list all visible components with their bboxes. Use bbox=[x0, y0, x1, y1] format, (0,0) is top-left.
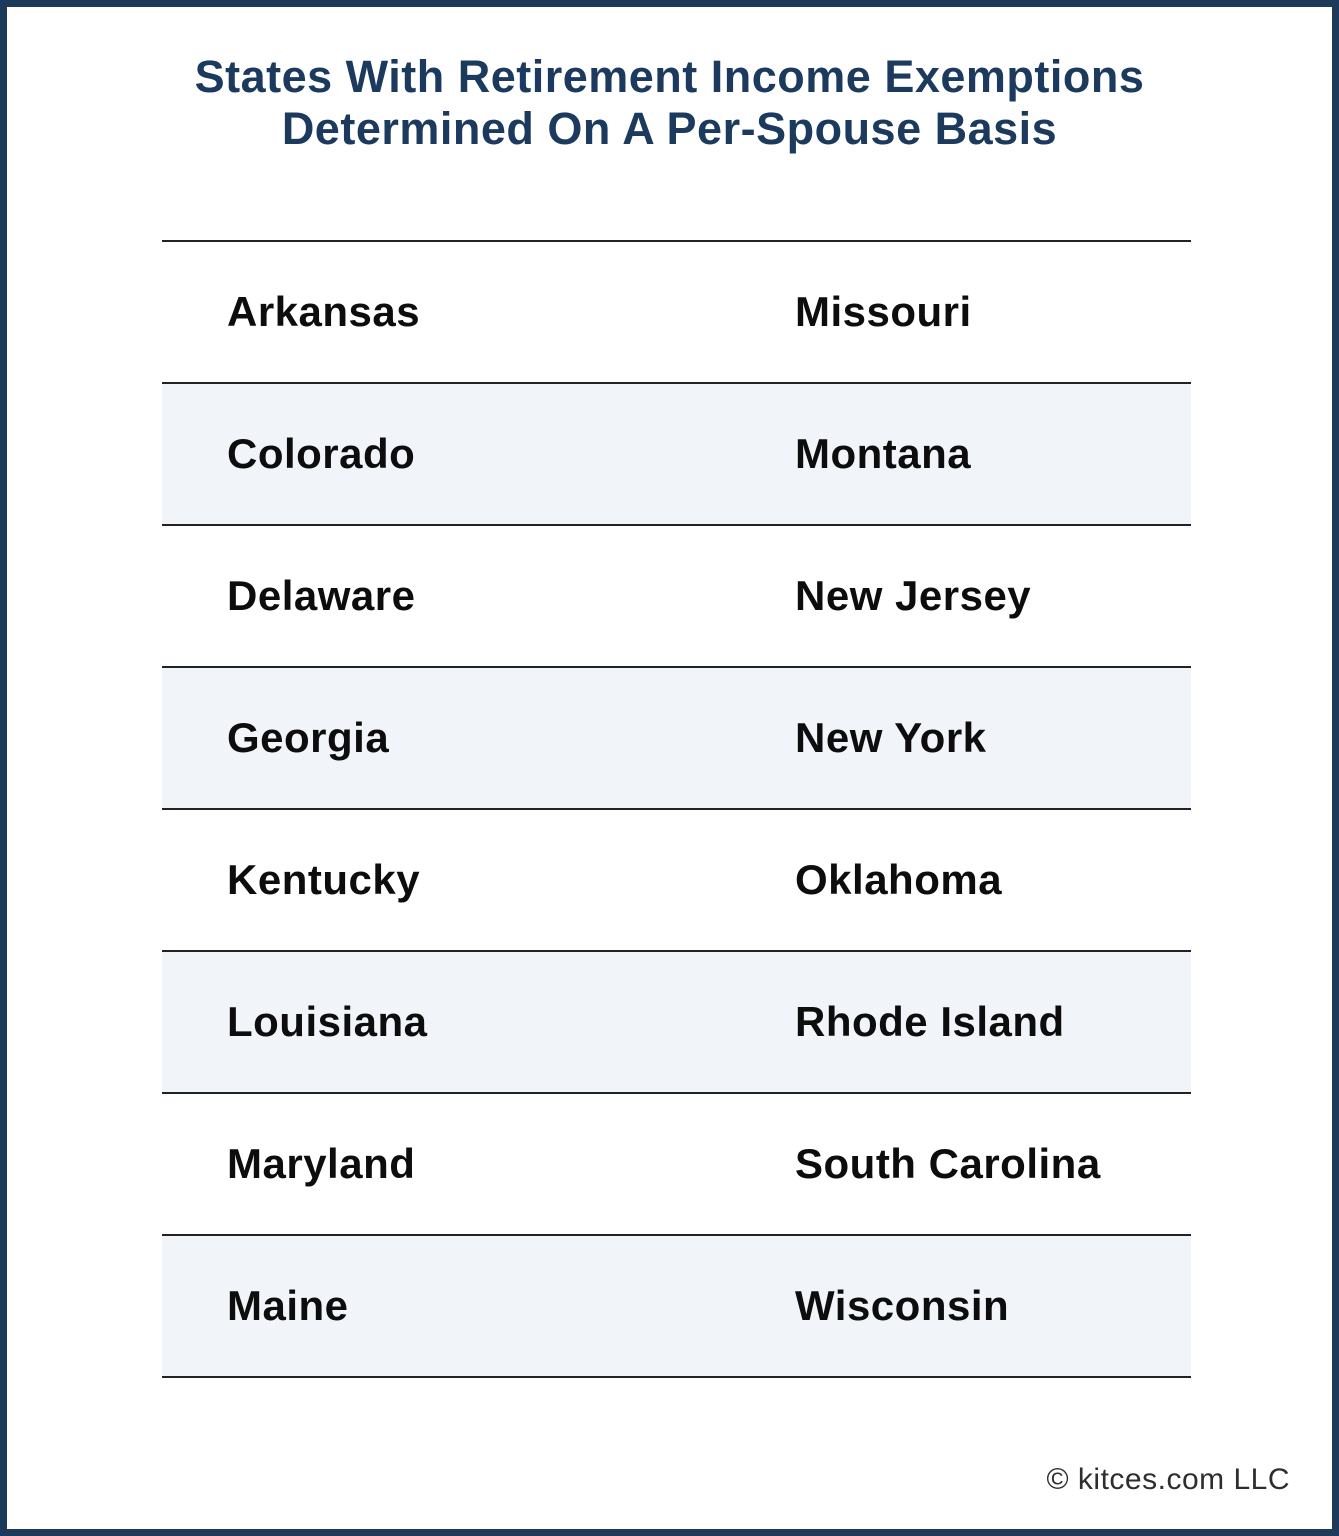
state-cell: New Jersey bbox=[795, 572, 1032, 619]
state-cell: Montana bbox=[795, 430, 972, 477]
state-cell: Louisiana bbox=[227, 998, 428, 1045]
copyright-text: © kitces.com LLC bbox=[1046, 1463, 1290, 1496]
state-cell: Kentucky bbox=[227, 856, 421, 903]
table-row: Maine Wisconsin bbox=[162, 1234, 1191, 1376]
state-cell: Delaware bbox=[227, 572, 416, 619]
state-cell: Oklahoma bbox=[795, 856, 1003, 903]
table-row: Georgia New York bbox=[162, 666, 1191, 808]
table-row: Delaware New Jersey bbox=[162, 524, 1191, 666]
state-cell: Colorado bbox=[227, 430, 416, 477]
state-cell: Maryland bbox=[227, 1140, 416, 1187]
states-table: Arkansas Missouri Colorado Montana Delaware N… bbox=[162, 240, 1191, 1378]
state-cell: Arkansas bbox=[227, 288, 421, 335]
state-cell: Wisconsin bbox=[795, 1282, 1010, 1329]
page-title-line1: States With Retirement Income Exemptions bbox=[194, 51, 1145, 102]
state-cell: Missouri bbox=[795, 288, 972, 335]
page-title-line2: Determined On A Per-Spouse Basis bbox=[281, 103, 1058, 155]
state-cell: Rhode Island bbox=[795, 998, 1065, 1045]
state-cell: New York bbox=[795, 714, 987, 761]
table-row: Kentucky Oklahoma bbox=[162, 808, 1191, 950]
table-row: Colorado Montana bbox=[162, 382, 1191, 524]
table-row: Arkansas Missouri bbox=[162, 240, 1191, 382]
page-title: States With Retirement Income Exemptions… bbox=[7, 51, 1332, 155]
state-cell: Georgia bbox=[227, 714, 390, 761]
table-row: Louisiana Rhode Island bbox=[162, 950, 1191, 1092]
state-cell: Maine bbox=[227, 1282, 349, 1329]
state-cell: South Carolina bbox=[795, 1140, 1101, 1187]
table-row: Maryland South Carolina bbox=[162, 1092, 1191, 1234]
